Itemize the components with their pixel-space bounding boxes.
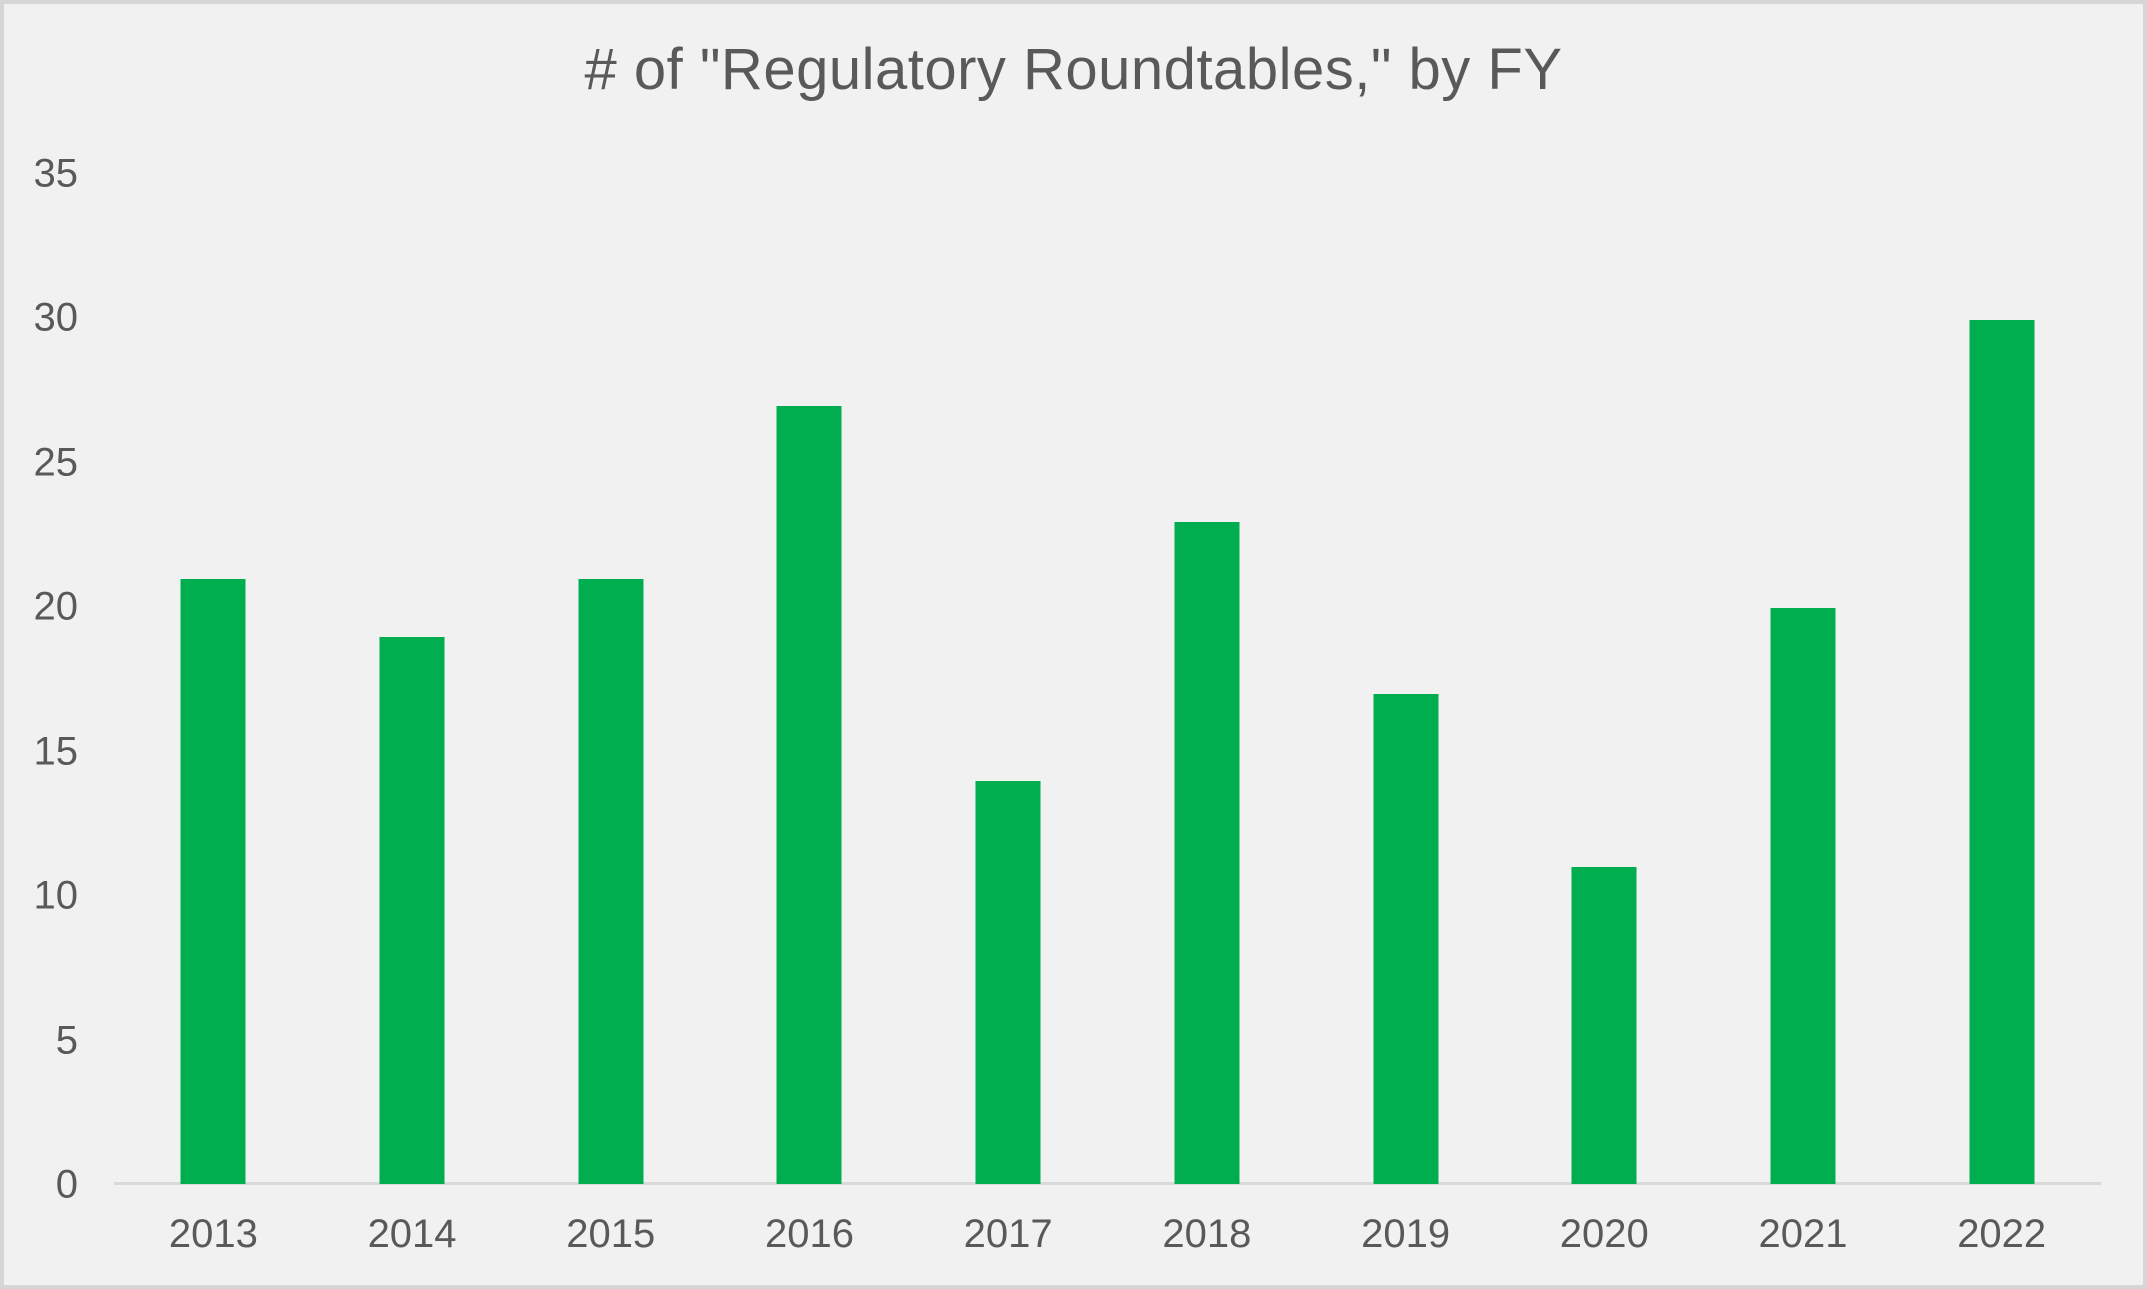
bar-slot-2022 [1902,174,2101,1184]
y-tick-label-5: 5 [55,1018,78,1063]
bar-slot-2020 [1505,174,1704,1184]
bar-slot-2021 [1704,174,1903,1184]
x-tick-label-2019: 2019 [1361,1212,1451,1256]
y-tick-label-25: 25 [33,440,79,485]
x-tick-label-2021: 2021 [1758,1212,1848,1256]
x-tick-label-2014: 2014 [367,1212,457,1256]
bar-2020 [1571,867,1637,1184]
bar-2021 [1770,608,1836,1184]
y-tick-label-0: 0 [55,1162,78,1207]
bar-slot-2013 [114,174,313,1184]
bar-slot-2019 [1306,174,1505,1184]
chart-title: # of "Regulatory Roundtables," by FY [584,37,1563,102]
x-tick-label-2018: 2018 [1162,1212,1252,1256]
y-tick-label-10: 10 [33,873,79,918]
bar-slot-2016 [710,174,909,1184]
plot-area [114,174,2101,1185]
bar-2013 [180,579,246,1184]
bar-2022 [1969,320,2035,1184]
x-tick-label-2016: 2016 [764,1212,854,1256]
bar-slot-2017 [909,174,1108,1184]
bar-2017 [975,780,1041,1184]
x-tick-label-2022: 2022 [1957,1212,2047,1256]
bar-slot-2015 [511,174,710,1184]
bar-2014 [379,636,445,1184]
x-axis: 2013 2014 2015 2016 2017 2018 2019 2020 2021 2022 [114,1212,2101,1257]
y-tick-label-20: 20 [33,584,79,629]
x-tick-label-2017: 2017 [963,1212,1053,1256]
x-tick-label-2013: 2013 [168,1212,258,1256]
bar-2019 [1373,694,1439,1184]
y-axis: 0 5 10 15 20 25 30 35 [4,152,82,1207]
y-tick-label-15: 15 [33,729,79,774]
bar-2016 [776,406,842,1184]
x-tick-label-2015: 2015 [566,1212,656,1256]
bar-slot-2018 [1108,174,1307,1184]
bar-2015 [578,579,644,1184]
x-tick-label-2020: 2020 [1559,1212,1649,1256]
bar-2018 [1174,521,1240,1184]
bar-slot-2014 [313,174,512,1184]
y-tick-label-35: 35 [33,151,79,196]
y-tick-label-30: 30 [33,295,79,340]
